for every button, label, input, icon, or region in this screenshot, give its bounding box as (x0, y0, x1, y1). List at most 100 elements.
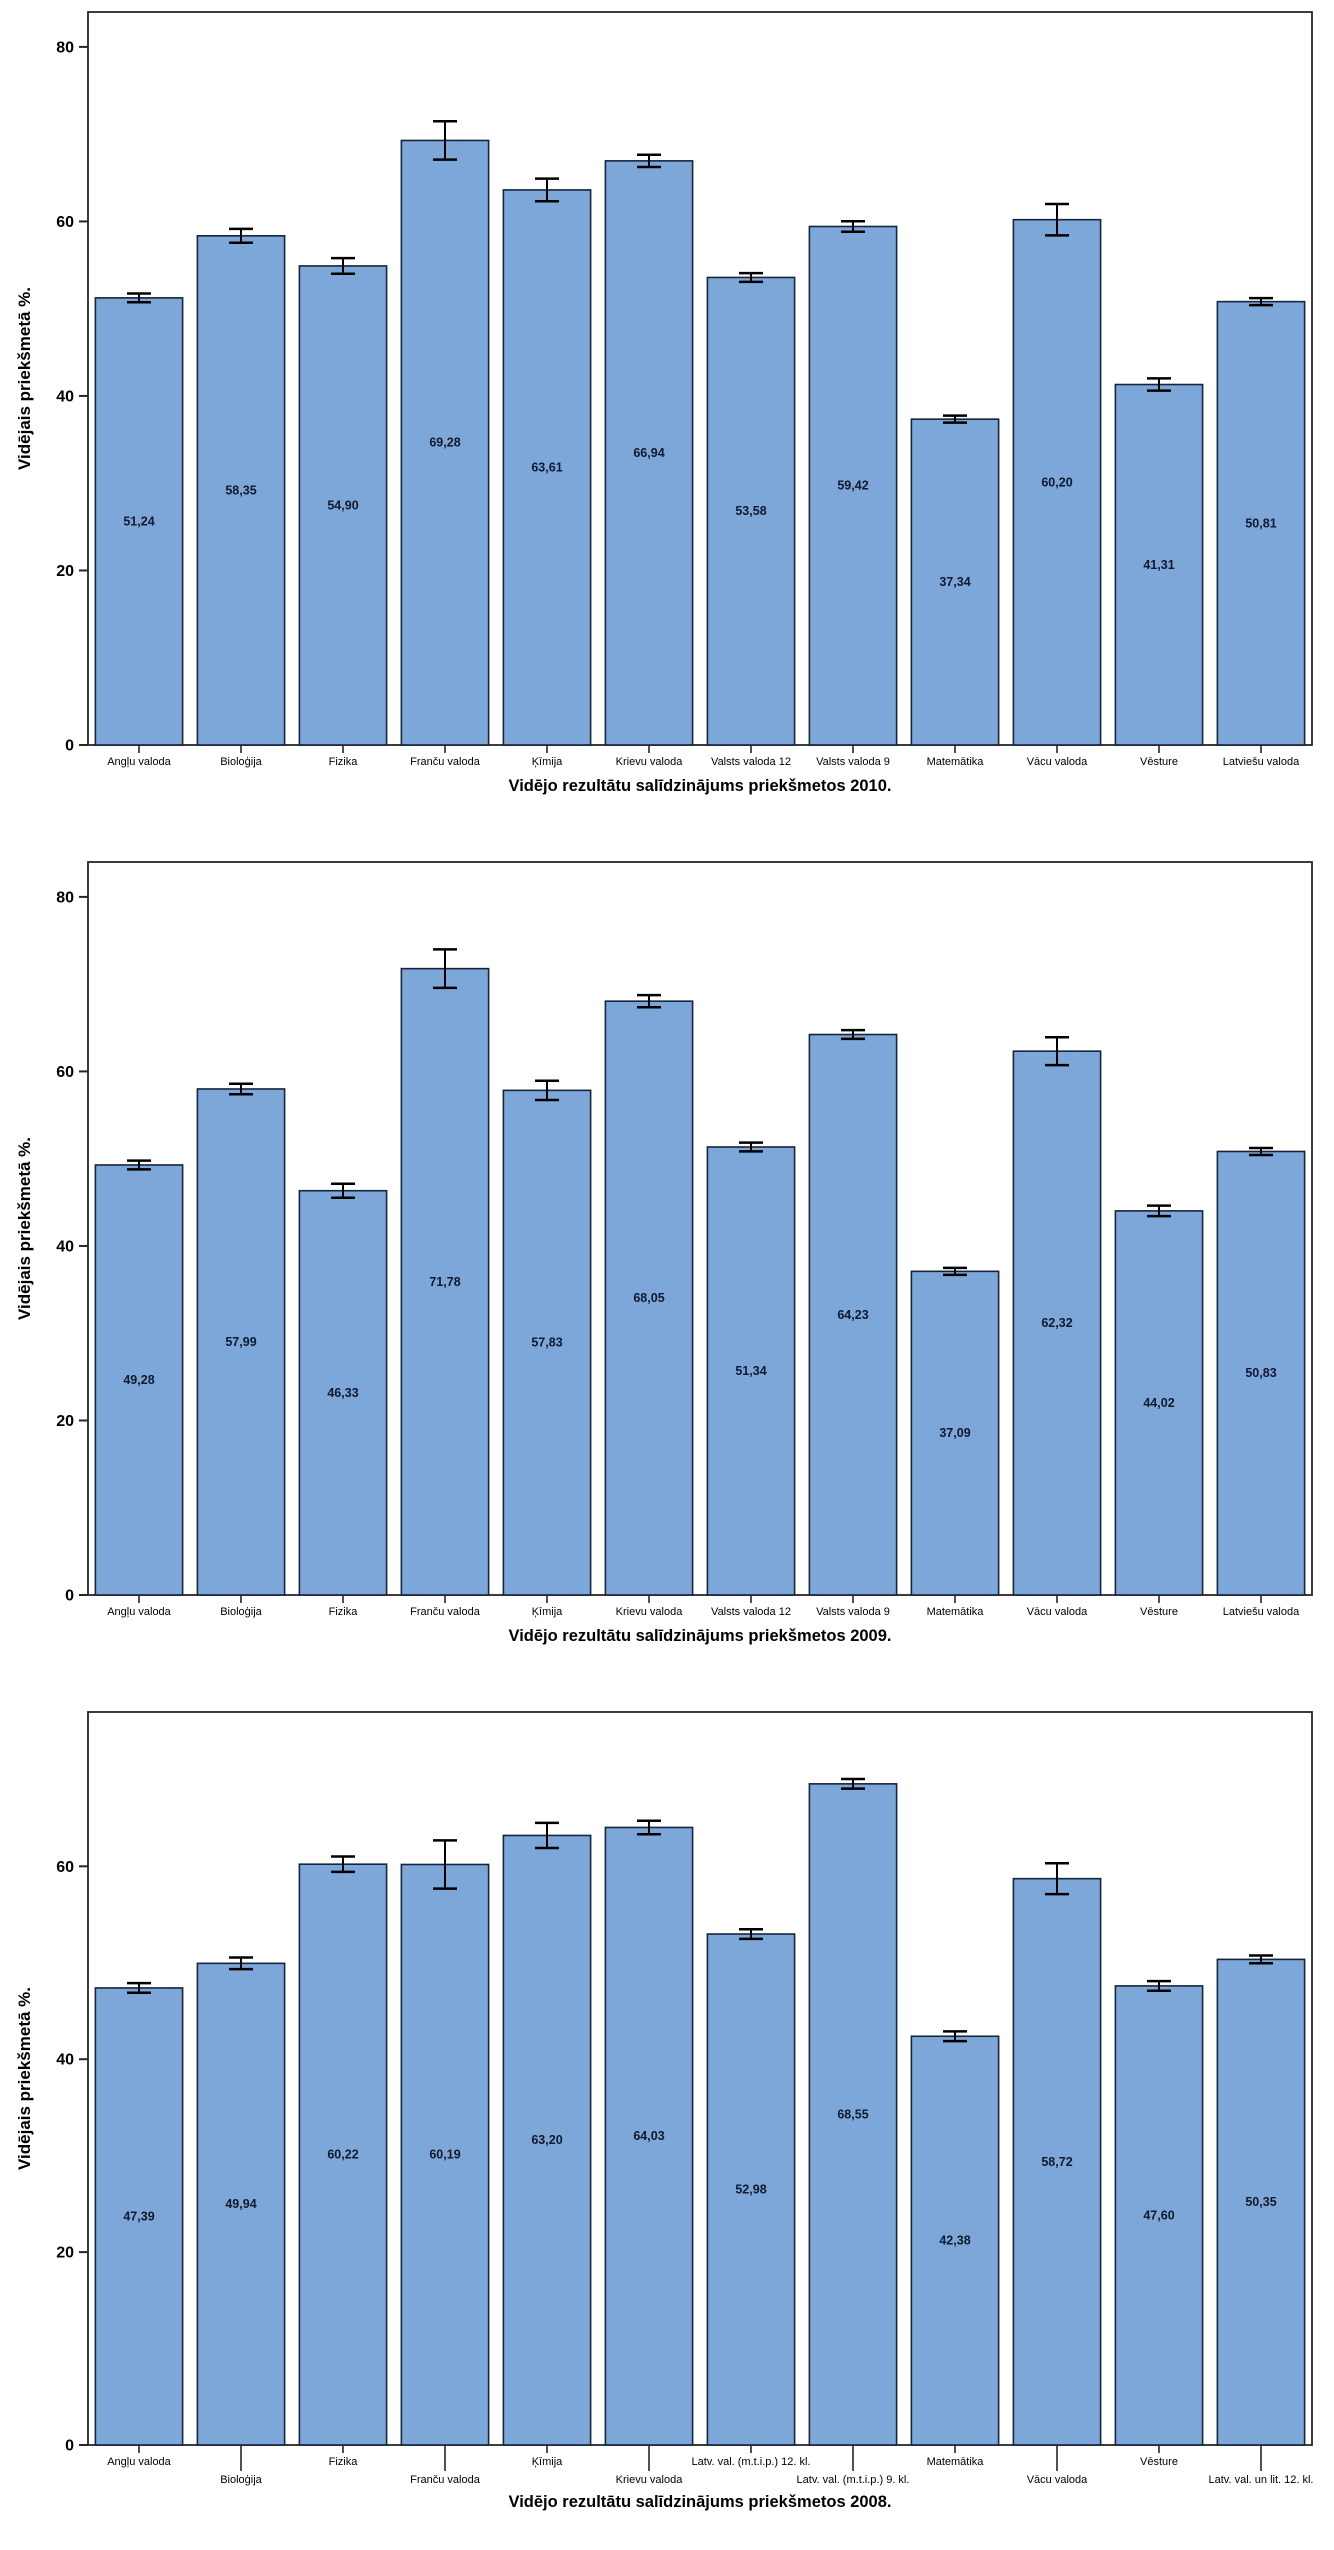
y-tick-label: 20 (56, 1413, 74, 1430)
value-label: 54,90 (327, 498, 358, 512)
value-label: 63,20 (531, 2133, 562, 2147)
bar (1114, 383, 1204, 746)
bar (1012, 218, 1102, 746)
x-tick-label: Bioloģija (220, 2473, 262, 2486)
x-tick-label: Matemātika (927, 1606, 985, 1618)
bar (94, 1164, 184, 1596)
x-tick-label: Latv. val. un lit. 12. kl. (1209, 2474, 1314, 2486)
value-label: 51,24 (123, 514, 154, 528)
bar (196, 1962, 286, 2446)
x-tick-label: Vācu valoda (1027, 1606, 1088, 1618)
x-tick-label: Angļu valoda (107, 1606, 171, 1618)
x-tick-label: Krievu valoda (616, 1606, 684, 1618)
value-label: 41,31 (1143, 558, 1174, 572)
value-label: 50,35 (1245, 2195, 1276, 2209)
x-tick-label: Angļu valoda (107, 756, 171, 768)
x-tick-label: Fizika (329, 2456, 359, 2468)
x-tick-label: Ķīmija (532, 756, 563, 768)
chart-title: Vidējo rezultātu salīdzinājums priekšmet… (508, 2493, 891, 2511)
value-label: 37,34 (939, 575, 970, 589)
chart-title: Vidējo rezultātu salīdzinājums priekšmet… (508, 777, 891, 795)
y-tick-label: 20 (56, 2245, 74, 2262)
value-label: 53,58 (735, 504, 766, 518)
x-tick-label: Ķīmija (532, 1606, 563, 1618)
x-tick-label: Krievu valoda (616, 756, 684, 768)
chart-2009: 0 20 40 60 80 Vidējais priekšmetā %. 49,28 Angļ… (0, 850, 1334, 1700)
x-tick-label: Vēsture (1140, 2456, 1178, 2468)
x-tick-label: Latv. val. (m.t.i.p.) 12. kl. (692, 2456, 811, 2468)
bar (808, 1783, 898, 2446)
y-axis-title: Vidējais priekšmetā %. (15, 287, 34, 470)
x-tick-label: Franču valoda (410, 2474, 481, 2486)
value-label: 51,34 (735, 1364, 766, 1378)
value-label: 37,09 (939, 1426, 970, 1440)
y-tick-label: 0 (65, 2438, 74, 2455)
value-label: 59,42 (837, 479, 868, 493)
x-tick-label: Angļu valoda (107, 2456, 171, 2468)
bar (1012, 1877, 1102, 2446)
bar (604, 1000, 694, 1596)
y-tick-label: 60 (56, 214, 74, 231)
x-tick-label: Latviešu valoda (1223, 756, 1300, 768)
bar (1216, 300, 1306, 746)
bar (808, 225, 898, 746)
value-label: 44,02 (1143, 1396, 1174, 1410)
bar (94, 1987, 184, 2446)
value-label: 58,72 (1041, 2155, 1072, 2169)
chart-2008: 0 20 40 60 Vidējais priekšmetā %. 47,39 Angļu … (0, 1700, 1334, 2550)
chart-title: Vidējo rezultātu salīdzinājums priekšmet… (508, 1627, 891, 1645)
value-label: 68,05 (633, 1291, 664, 1305)
y-tick-label: 60 (56, 1064, 74, 1081)
bar (706, 1146, 796, 1596)
bar (910, 2035, 1000, 2446)
bar (196, 1088, 286, 1596)
y-tick-label: 20 (56, 563, 74, 580)
x-tick-label: Vācu valoda (1027, 2474, 1088, 2486)
value-label: 60,20 (1041, 475, 1072, 489)
value-label: 49,94 (225, 2197, 256, 2211)
value-label: 46,33 (327, 1386, 358, 1400)
plot-area (87, 861, 1313, 1596)
x-tick-label: Bioloģija (220, 755, 262, 768)
x-tick-label: Latv. val. (m.t.i.p.) 9. kl. (797, 2474, 910, 2486)
x-tick-label: Latviešu valoda (1223, 1606, 1300, 1618)
chart-2010: 0 20 40 60 80 Vidējais priekšmetā %. 51,24 Angļ… (0, 0, 1334, 850)
value-label: 69,28 (429, 436, 460, 450)
plot-area (87, 1711, 1313, 2446)
bar (298, 1189, 388, 1596)
value-label: 49,28 (123, 1373, 154, 1387)
bar (1114, 1985, 1204, 2446)
x-tick-label: Vēsture (1140, 756, 1178, 768)
bar (808, 1033, 898, 1596)
x-tick-label: Vēsture (1140, 1606, 1178, 1618)
bar (910, 1270, 1000, 1596)
y-tick-label: 80 (56, 889, 74, 906)
bar (400, 139, 490, 746)
value-label: 60,19 (429, 2148, 460, 2162)
x-tick-label: Matemātika (927, 756, 985, 768)
x-tick-label: Krievu valoda (616, 2474, 684, 2486)
value-label: 47,60 (1143, 2208, 1174, 2222)
chart-2008-svg: 0 20 40 60 Vidējais priekšmetā %. 47,39 Angļu … (15, 1711, 1314, 2511)
x-tick-label: Bioloģija (220, 1605, 262, 1618)
x-tick-label: Ķīmija (532, 2456, 563, 2468)
x-tick-label: Fizika (329, 1606, 359, 1618)
x-tick-label: Fizika (329, 756, 359, 768)
bar (502, 1089, 592, 1596)
value-label: 62,32 (1041, 1316, 1072, 1330)
value-label: 68,55 (837, 2107, 868, 2121)
bar (604, 160, 694, 746)
y-tick-label: 0 (65, 1588, 74, 1605)
x-tick-label: Valsts valoda 12 (711, 756, 791, 768)
value-label: 58,35 (225, 483, 256, 497)
value-label: 64,03 (633, 2129, 664, 2143)
y-tick-label: 0 (65, 738, 74, 755)
value-label: 71,78 (429, 1275, 460, 1289)
bar (1114, 1210, 1204, 1596)
bar (706, 276, 796, 746)
chart-2009-svg: 0 20 40 60 80 Vidējais priekšmetā %. 49,28 Angļ… (15, 861, 1313, 1645)
y-axis-title: Vidējais priekšmetā %. (15, 1137, 34, 1320)
value-label: 52,98 (735, 2183, 766, 2197)
x-tick-label: Vācu valoda (1027, 756, 1088, 768)
